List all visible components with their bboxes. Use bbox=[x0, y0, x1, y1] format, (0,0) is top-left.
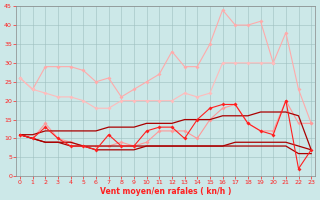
X-axis label: Vent moyen/en rafales ( kn/h ): Vent moyen/en rafales ( kn/h ) bbox=[100, 187, 231, 196]
